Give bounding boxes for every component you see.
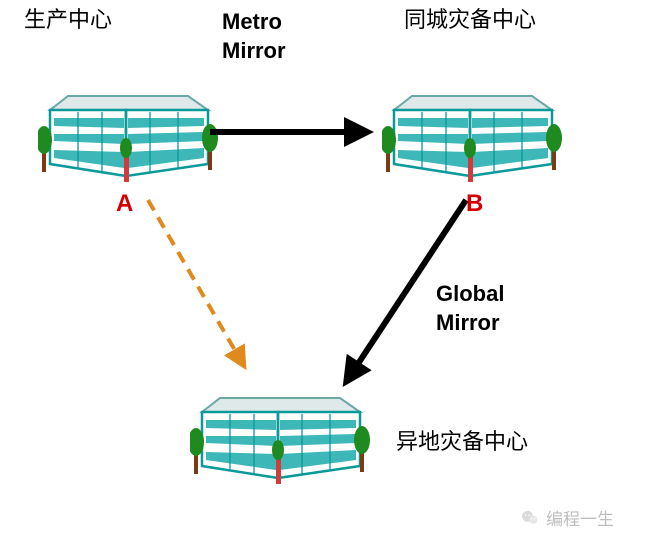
watermark-text: 编程一生 <box>546 505 614 530</box>
node-letter-B: B <box>466 190 483 218</box>
edge-dashed <box>148 200 244 366</box>
edges-layer <box>0 0 648 537</box>
edge-label-global: Global Mirror <box>436 280 504 337</box>
wechat-icon <box>520 508 540 528</box>
diagram-canvas: 生产中心 同城灾备中心 异地灾备中心 A B Metro Mirror Glob… <box>0 0 648 537</box>
node-label-A: 生产中心 <box>24 6 112 35</box>
node-label-B: 同城灾备中心 <box>404 6 536 35</box>
node-letter-A: A <box>116 190 133 218</box>
watermark: 编程一生 <box>520 505 614 530</box>
edge-label-metro: Metro Mirror <box>222 8 286 65</box>
node-label-C: 异地灾备中心 <box>396 428 528 457</box>
